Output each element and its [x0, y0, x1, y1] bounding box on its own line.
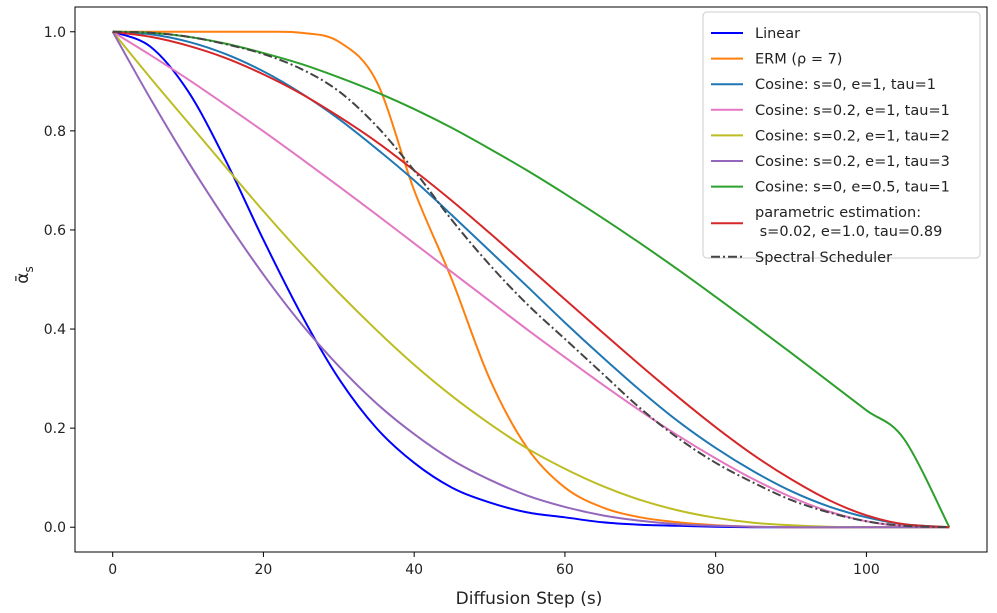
legend-label-erm-7: ERM (ρ = 7) — [755, 52, 842, 68]
y-axis-title: ᾱs — [13, 266, 36, 283]
y-tick-label: 0.2 — [44, 421, 66, 437]
y-tick-label: 1.0 — [44, 25, 66, 41]
y-axis-title-subscript: s — [22, 266, 36, 272]
y-axis-title-symbol: ᾱ — [13, 273, 33, 284]
x-tick-label: 100 — [853, 562, 880, 578]
y-tick-label: 0.0 — [44, 520, 66, 536]
x-tick-label: 40 — [405, 562, 423, 578]
x-tick-label: 80 — [707, 562, 725, 578]
series-lines — [111, 30, 951, 529]
y-tick-label: 0.4 — [44, 322, 66, 338]
series-line-spectral-scheduler — [112, 30, 950, 529]
legend-label-cosine-s-0-2-e-1-tau-3: Cosine: s=0.2, e=1, tau=3 — [755, 154, 950, 170]
legend-label-spectral-scheduler: Spectral Scheduler — [755, 250, 892, 266]
plot-marks: 0 20 40 60 80 100 0.0 0.2 0.4 0.6 0.8 1.0 Linear ERM … — [44, 6, 988, 578]
legend-label-cosine-s-0-2-e-1-tau-2: Cosine: s=0.2, e=1, tau=2 — [755, 128, 950, 144]
legend-label-cosine-s-0-2-e-1-tau-1: Cosine: s=0.2, e=1, tau=1 — [755, 103, 950, 119]
series-line-parametric-estimation — [112, 30, 950, 529]
y-tick-label: 0.6 — [44, 223, 66, 239]
x-tick-label: 60 — [556, 562, 574, 578]
legend-label-cosine-s-0-e-0-5-tau-1: Cosine: s=0, e=0.5, tau=1 — [755, 180, 950, 196]
legend-label-parametric-estimation: parametric estimation: s=0.02, e=1.0, ta… — [755, 205, 942, 240]
x-tick-label: 0 — [108, 562, 117, 578]
series-line-cosine-s-0-2-e-1-tau-2 — [111, 31, 950, 529]
legend-label-linear: Linear — [755, 26, 800, 42]
legend: Linear ERM (ρ = 7) Cosine: s=0, e=1, tau=1… — [702, 11, 981, 266]
series-line-cosine-s-0-e-1-tau-1 — [112, 30, 950, 529]
series-line-cosine-s-0-2-e-1-tau-3 — [111, 31, 950, 529]
legend-label-cosine-s-0-e-1-tau-1: Cosine: s=0, e=1, tau=1 — [755, 77, 936, 93]
x-axis-title: Diffusion Step (s) — [456, 589, 603, 609]
series-line-cosine-s-0-2-e-1-tau-1 — [112, 30, 950, 529]
plot-frame — [74, 6, 988, 553]
x-tick-label: 20 — [255, 562, 273, 578]
y-tick-label: 0.8 — [44, 124, 66, 140]
legend-box — [702, 11, 981, 259]
